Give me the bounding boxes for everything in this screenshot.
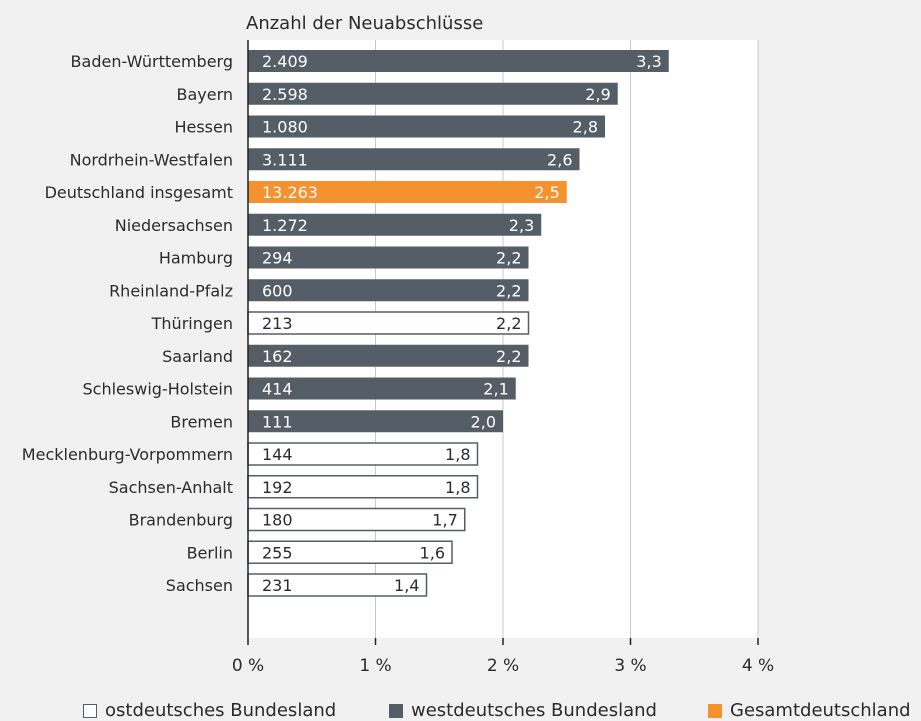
value-labels: 3,32,92,82,62,52,32,22,22,22,22,12,01,81… — [394, 52, 662, 595]
value-label-3: 2,6 — [547, 150, 572, 169]
category-label-9: Saarland — [162, 347, 233, 366]
count-label-3: 3.111 — [262, 150, 308, 169]
legend-label-east: ostdeutsches Bundesland — [105, 700, 337, 721]
value-label-7: 2,2 — [496, 281, 521, 300]
gridlines — [375, 40, 759, 638]
value-label-4: 2,5 — [534, 183, 559, 202]
category-label-14: Brandenburg — [129, 511, 233, 530]
category-label-1: Bayern — [176, 85, 233, 104]
legend-item-west: westdeutsches Bundesland — [389, 700, 657, 721]
category-label-3: Nordrhein-Westfalen — [70, 150, 233, 169]
category-label-11: Bremen — [170, 412, 233, 431]
bar-9 — [248, 344, 529, 367]
value-label-1: 2,9 — [585, 85, 610, 104]
count-label-6: 294 — [262, 249, 293, 268]
legend-item-total: Gesamtdeutschland — [708, 700, 911, 721]
value-label-13: 1,8 — [445, 478, 470, 497]
count-label-10: 414 — [262, 380, 293, 399]
category-label-4: Deutschland insgesamt — [45, 183, 233, 202]
count-label-13: 192 — [262, 478, 293, 497]
bar-3 — [248, 148, 580, 171]
value-label-8: 2,2 — [496, 314, 521, 333]
count-label-11: 111 — [262, 412, 293, 431]
legend: ostdeutsches Bundesland westdeutsches Bu… — [0, 700, 921, 721]
legend-swatch-east — [83, 703, 97, 718]
value-label-16: 1,4 — [394, 576, 419, 595]
count-label-16: 231 — [262, 576, 293, 595]
value-label-11: 2,0 — [471, 412, 496, 431]
bars — [247, 50, 669, 597]
count-label-12: 144 — [262, 445, 293, 464]
value-label-0: 3,3 — [636, 52, 661, 71]
value-label-5: 2,3 — [509, 216, 534, 235]
category-label-13: Sachsen-Anhalt — [109, 478, 233, 497]
count-labels: 2.409 2.598 1.080 3.111 13.263 1.272 294 600 213… — [262, 52, 318, 595]
bar-4 — [248, 181, 567, 203]
category-label-0: Baden-Württemberg — [71, 52, 233, 71]
legend-swatch-west — [389, 703, 403, 718]
bar-2 — [248, 115, 605, 138]
count-label-5: 1.272 — [262, 216, 308, 235]
bar-1 — [248, 82, 618, 105]
legend-label-total: Gesamtdeutschland — [730, 700, 911, 721]
x-tick-label-1: 1 % — [359, 656, 391, 676]
count-label-8: 213 — [262, 314, 293, 333]
category-label-5: Niedersachsen — [115, 216, 233, 235]
legend-item-east: ostdeutsches Bundesland — [83, 700, 336, 721]
bar-0 — [248, 50, 669, 72]
bar-chart: Anzahl der Neuabschlüsse Baden-Württembe… — [22, 13, 774, 676]
legend-swatch-total — [708, 703, 722, 718]
category-label-16: Sachsen — [166, 576, 233, 595]
value-label-9: 2,2 — [496, 347, 521, 366]
x-tick-label-4: 4 % — [742, 656, 774, 676]
category-label-6: Hamburg — [159, 249, 233, 268]
bar-7 — [248, 279, 529, 302]
value-label-6: 2,2 — [496, 249, 521, 268]
value-label-15: 1,6 — [420, 543, 445, 562]
category-label-8: Thüringen — [151, 314, 233, 333]
count-label-14: 180 — [262, 511, 293, 530]
x-tick-label-0: 0 % — [232, 656, 264, 676]
count-label-15: 255 — [262, 543, 293, 562]
category-label-2: Hessen — [174, 118, 233, 137]
value-label-12: 1,8 — [445, 445, 470, 464]
category-labels: Baden-Württemberg Bayern Hessen Nordrhein-W… — [22, 52, 233, 595]
value-label-14: 1,7 — [432, 511, 457, 530]
category-label-7: Rheinland-Pfalz — [109, 281, 233, 300]
value-label-2: 2,8 — [573, 118, 598, 137]
x-axis-ticks: 0 % 1 % 2 % 3 % 4 % — [232, 638, 774, 676]
chart-title: Anzahl der Neuabschlüsse — [246, 13, 483, 34]
value-label-10: 2,1 — [483, 380, 508, 399]
count-label-1: 2.598 — [262, 85, 308, 104]
count-label-7: 600 — [262, 281, 293, 300]
bar-6 — [248, 246, 529, 269]
count-label-2: 1.080 — [262, 118, 308, 137]
legend-label-west: westdeutsches Bundesland — [411, 700, 657, 721]
bar-10 — [248, 377, 516, 400]
x-tick-label-2: 2 % — [487, 656, 519, 676]
count-label-4: 13.263 — [262, 183, 318, 202]
count-label-9: 162 — [262, 347, 293, 366]
category-label-12: Mecklenburg-Vorpommern — [22, 445, 233, 464]
category-label-15: Berlin — [187, 543, 233, 562]
bar-5 — [248, 213, 542, 236]
x-tick-label-3: 3 % — [614, 656, 646, 676]
bar-11 — [248, 410, 503, 433]
category-label-10: Schleswig-Holstein — [83, 380, 233, 399]
count-label-0: 2.409 — [262, 52, 308, 71]
